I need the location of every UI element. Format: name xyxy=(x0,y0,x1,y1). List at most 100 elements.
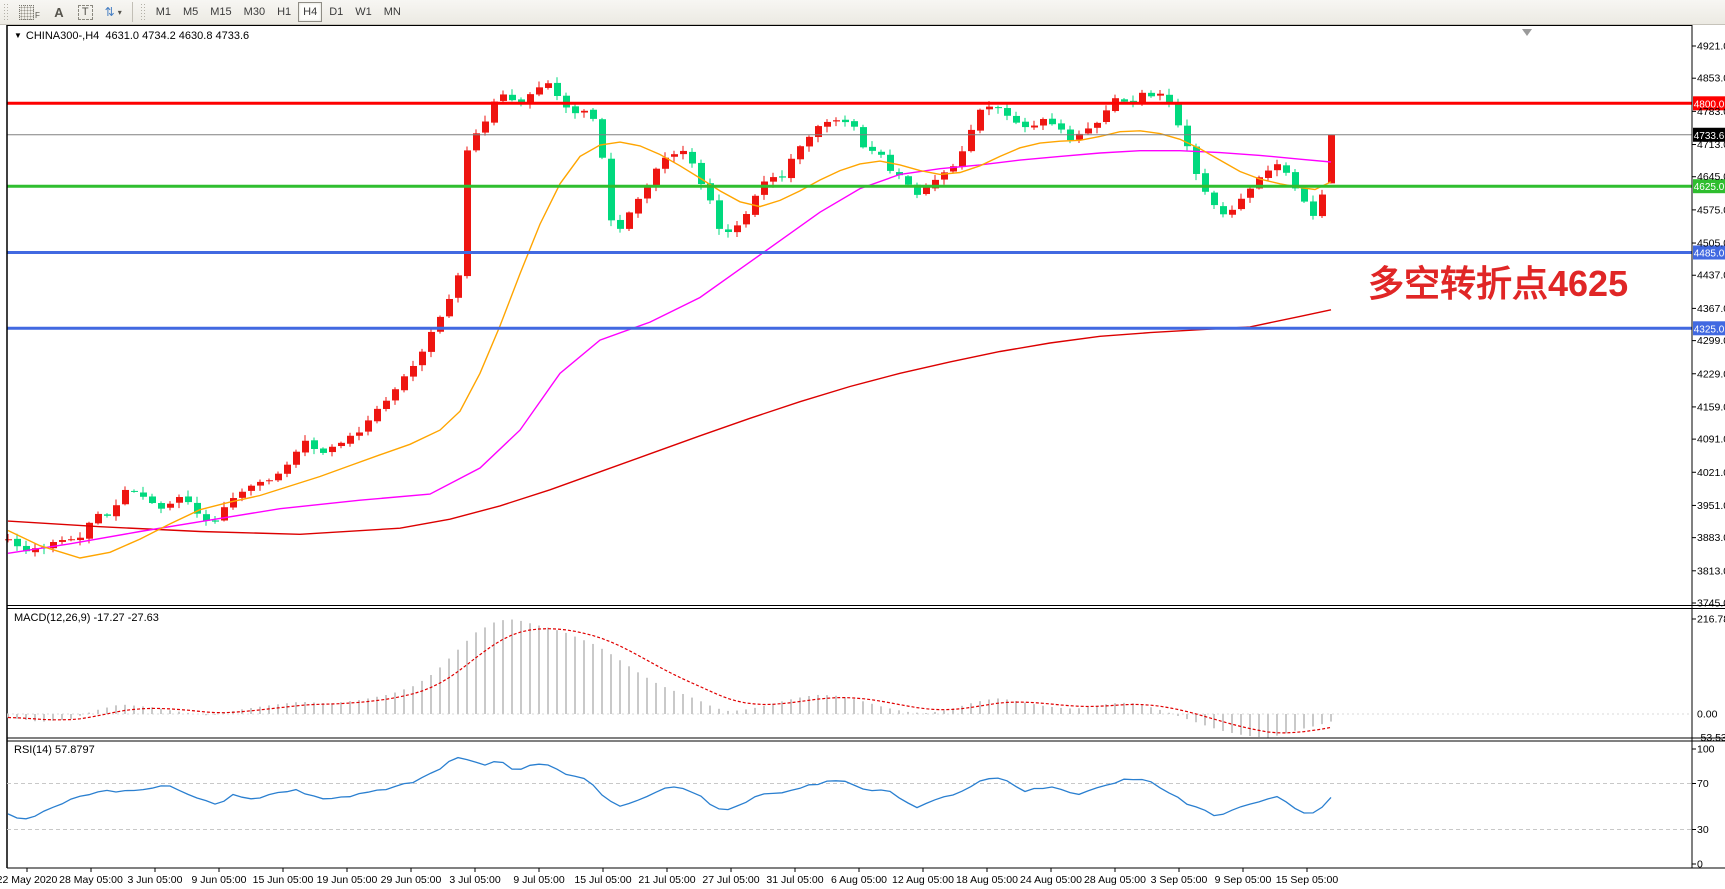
timeframe-button-H1[interactable]: H1 xyxy=(272,2,296,22)
ma-slow-line[interactable] xyxy=(7,309,1332,536)
timeframe-button-M5[interactable]: M5 xyxy=(178,2,203,22)
time-label[interactable]: 15 Jul 05:00 xyxy=(574,874,631,886)
toolbar-grip[interactable] xyxy=(3,3,10,21)
time-label[interactable]: 9 Sep 05:00 xyxy=(1215,874,1272,886)
time-label[interactable]: 28 May 05:00 xyxy=(59,874,123,886)
candle-body xyxy=(410,365,417,377)
candle-body xyxy=(626,212,633,229)
candle-body xyxy=(77,537,84,541)
candle-body xyxy=(1256,177,1263,189)
autoscroll-triangle-icon[interactable] xyxy=(1522,29,1532,36)
candle-body xyxy=(698,162,705,185)
candle-body xyxy=(932,179,939,189)
chart-canvas[interactable]: 4800.0 4733.6 4625.0 4485.0 4325.0 4921.0 4853… xyxy=(0,25,1725,889)
candle-body xyxy=(338,442,345,447)
ma-mid-line[interactable] xyxy=(7,149,1332,554)
time-label[interactable]: 22 May 2020 xyxy=(0,874,58,886)
pointer-tool-button[interactable]: F xyxy=(14,2,45,22)
candle-body xyxy=(1094,122,1101,128)
timeframe-button-M15[interactable]: M15 xyxy=(205,2,236,22)
objects-tool-button[interactable]: ⇅ ▾ xyxy=(100,2,127,22)
candle-body xyxy=(113,505,120,517)
candle-body xyxy=(1283,165,1290,173)
candle-body xyxy=(1166,94,1173,104)
candle-body xyxy=(1328,134,1335,184)
candle-body xyxy=(527,94,534,104)
timeframe-grip[interactable] xyxy=(139,3,147,21)
timeframe-button-M1[interactable]: M1 xyxy=(151,2,176,22)
candle-body xyxy=(941,172,948,180)
candle-body xyxy=(1220,206,1227,215)
timeframe-button-M30[interactable]: M30 xyxy=(239,2,270,22)
candle-body xyxy=(392,389,399,401)
ohlc-values: 4631.0 4734.2 4630.8 4733.6 xyxy=(105,30,250,42)
price-tick-label: 3745.0 xyxy=(1697,598,1725,610)
rsi-line[interactable] xyxy=(7,756,1332,820)
rsi-scale-label: 100 xyxy=(1697,744,1715,756)
time-label[interactable]: 3 Jul 05:00 xyxy=(449,874,501,886)
time-label[interactable]: 24 Aug 05:00 xyxy=(1020,874,1082,886)
time-label[interactable]: 6 Aug 05:00 xyxy=(831,874,887,886)
price-tick-label: 4713.0 xyxy=(1697,139,1725,151)
candle-body xyxy=(761,181,768,195)
candle-body xyxy=(806,136,813,147)
candle-body xyxy=(1148,92,1155,97)
time-label[interactable]: 31 Jul 05:00 xyxy=(766,874,823,886)
candle-body xyxy=(833,120,840,122)
macd-signal-line[interactable] xyxy=(7,628,1332,734)
candle-body xyxy=(374,408,381,422)
candle-body xyxy=(716,200,723,229)
candle-body xyxy=(482,121,489,133)
time-label[interactable]: 18 Aug 05:00 xyxy=(956,874,1018,886)
candle-body xyxy=(275,473,282,481)
candle-body xyxy=(14,538,21,547)
candle-body xyxy=(428,331,435,352)
candle-body xyxy=(1229,209,1236,215)
candle-body xyxy=(635,198,642,214)
label-tool-button[interactable]: A xyxy=(47,2,71,22)
time-label[interactable]: 3 Sep 05:00 xyxy=(1151,874,1208,886)
candle-body xyxy=(356,432,363,436)
candle-body xyxy=(158,503,165,509)
candle-body xyxy=(1103,110,1110,123)
text-tool-button[interactable]: T xyxy=(73,2,98,22)
macd-scale-min: -53.53 xyxy=(1697,732,1725,744)
candle-body xyxy=(1175,104,1182,126)
time-label[interactable]: 27 Jul 05:00 xyxy=(702,874,759,886)
time-label[interactable]: 15 Jun 05:00 xyxy=(253,874,314,886)
candle-body xyxy=(914,184,921,195)
price-tick-label: 3813.0 xyxy=(1697,565,1725,577)
ma-fast-line[interactable] xyxy=(7,130,1332,559)
time-label[interactable]: 15 Sep 05:00 xyxy=(1276,874,1339,886)
candle-body xyxy=(689,151,696,164)
timeframe-button-D1[interactable]: D1 xyxy=(324,2,348,22)
candle-body xyxy=(50,542,57,549)
price-badge-label: 4325.0 xyxy=(1694,324,1725,335)
main-chart-panel[interactable] xyxy=(7,25,1692,606)
candle-body xyxy=(95,513,102,524)
time-label[interactable]: 21 Jul 05:00 xyxy=(638,874,695,886)
chart-annotation-text[interactable]: 多空转折点4625 xyxy=(1368,263,1629,304)
candle-body xyxy=(266,480,273,482)
candle-body xyxy=(140,492,147,497)
time-label[interactable]: 19 Jun 05:00 xyxy=(317,874,378,886)
candle-body xyxy=(518,99,525,103)
candle-body xyxy=(1202,173,1209,192)
candle-body xyxy=(797,146,804,160)
time-label[interactable]: 3 Jun 05:00 xyxy=(128,874,183,886)
time-label[interactable]: 29 Jun 05:00 xyxy=(381,874,442,886)
time-label[interactable]: 9 Jun 05:00 xyxy=(192,874,247,886)
candle-body xyxy=(185,496,192,503)
timeframe-button-H4[interactable]: H4 xyxy=(298,2,323,22)
rsi-scale-label: 70 xyxy=(1697,778,1709,790)
timeframe-button-MN[interactable]: MN xyxy=(379,2,406,22)
candle-body xyxy=(1193,146,1200,174)
candle-body xyxy=(320,448,327,453)
time-label[interactable]: 28 Aug 05:00 xyxy=(1084,874,1146,886)
timeframe-button-W1[interactable]: W1 xyxy=(350,2,377,22)
collapse-triangle-icon[interactable]: ▼ xyxy=(14,31,22,40)
time-label[interactable]: 12 Aug 05:00 xyxy=(892,874,954,886)
price-tick-label: 4299.0 xyxy=(1697,335,1725,347)
time-label[interactable]: 9 Jul 05:00 xyxy=(513,874,565,886)
